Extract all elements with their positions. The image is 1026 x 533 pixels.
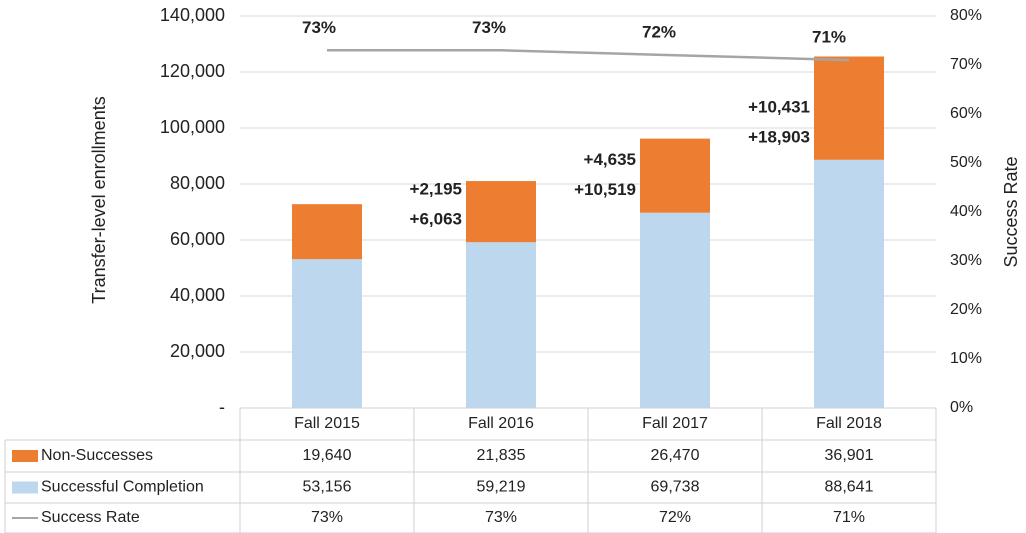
y-axis-title: Transfer-level enrollments <box>89 96 109 303</box>
data-label: 72% <box>642 23 676 42</box>
line <box>327 49 850 62</box>
bar <box>640 138 710 213</box>
table-cell: 21,835 <box>477 447 526 464</box>
table-cell: 53,156 <box>303 479 352 496</box>
bar <box>292 259 362 408</box>
x-tick-label: Fall 2016 <box>468 415 534 432</box>
annotation: +10,519 <box>574 180 636 199</box>
y2-tick-label: 50% <box>950 154 982 171</box>
y2-tick-label: 70% <box>950 56 982 73</box>
data-label: 71% <box>812 28 846 47</box>
y-tick-label: 140,000 <box>160 5 225 25</box>
y2-tick-label: 40% <box>950 203 982 220</box>
table-cell: 69,738 <box>651 479 700 496</box>
table-cell: 88,641 <box>825 479 874 496</box>
table-cell: 72% <box>659 509 691 526</box>
legend-label: Successful Completion <box>41 479 204 496</box>
legend-swatch <box>12 450 38 462</box>
y2-tick-label: 80% <box>950 7 982 24</box>
table-cell: 59,219 <box>477 479 526 496</box>
annotation: +2,195 <box>410 180 462 199</box>
y2-tick-label: 20% <box>950 301 982 318</box>
bar <box>466 181 536 243</box>
table-cell: 71% <box>833 509 865 526</box>
table-cell: 19,640 <box>303 447 352 464</box>
y2-tick-label: 0% <box>950 399 973 416</box>
table-cell: 36,901 <box>825 447 874 464</box>
bar <box>814 56 884 160</box>
y-tick-label: 80,000 <box>170 173 225 193</box>
bar <box>466 242 536 408</box>
y-tick-label: 120,000 <box>160 61 225 81</box>
legend-label: Non-Successes <box>41 447 153 464</box>
y-tick-label: - <box>219 397 225 417</box>
x-tick-label: Fall 2015 <box>294 415 360 432</box>
y2-axis-title: Success Rate <box>1001 156 1021 267</box>
bar <box>292 204 362 260</box>
x-tick-label: Fall 2017 <box>642 415 708 432</box>
y-tick-label: 100,000 <box>160 117 225 137</box>
table-cell: 73% <box>485 509 517 526</box>
data-label: 73% <box>302 18 336 37</box>
y-tick-label: 40,000 <box>170 285 225 305</box>
x-tick-label: Fall 2018 <box>816 415 882 432</box>
annotation: +6,063 <box>410 210 462 229</box>
bar <box>814 159 884 408</box>
table-cell: 73% <box>311 509 343 526</box>
y2-tick-label: 60% <box>950 105 982 122</box>
bar <box>640 212 710 408</box>
annotation: +4,635 <box>584 150 636 169</box>
y2-tick-label: 10% <box>950 350 982 367</box>
y-tick-label: 20,000 <box>170 341 225 361</box>
legend-swatch <box>12 481 38 494</box>
legend-label: Success Rate <box>41 509 140 526</box>
data-label: 73% <box>472 18 506 37</box>
table-cell: 26,470 <box>651 447 700 464</box>
annotation: +18,903 <box>748 127 810 146</box>
y2-tick-label: 30% <box>950 252 982 269</box>
annotation: +10,431 <box>748 97 810 116</box>
y-tick-label: 60,000 <box>170 229 225 249</box>
